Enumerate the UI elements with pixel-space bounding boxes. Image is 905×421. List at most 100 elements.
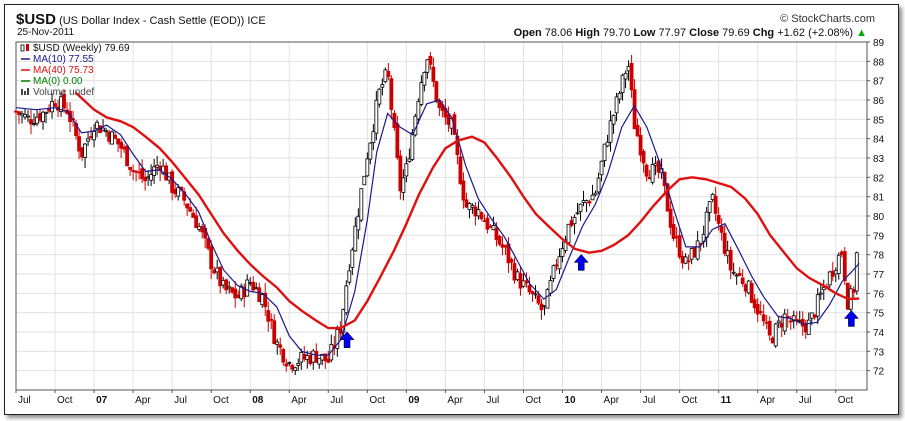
candle-body <box>236 294 241 298</box>
candle-body <box>209 246 214 270</box>
candle-body <box>119 141 123 149</box>
candle-body <box>761 314 766 322</box>
x-tick-label: Oct <box>57 395 73 406</box>
candle-body <box>818 292 823 295</box>
candle-body <box>815 294 820 317</box>
candle-body <box>473 206 478 217</box>
candle-body <box>545 289 550 309</box>
candle-body <box>806 319 811 335</box>
candle-body <box>194 215 199 229</box>
candle-body <box>104 130 108 133</box>
candle-body <box>740 277 745 285</box>
candle-body <box>533 293 538 296</box>
candle-body <box>365 158 370 177</box>
candle-body <box>635 125 640 137</box>
candle-body <box>383 69 388 82</box>
candle-body <box>188 207 193 212</box>
candle-body <box>749 283 754 303</box>
x-tick-label: Apr <box>291 395 307 406</box>
volume-bars-icon <box>24 91 26 95</box>
chart-grid <box>15 41 867 390</box>
candle-body <box>851 288 856 293</box>
candle-body <box>629 63 634 91</box>
candle-body <box>536 295 541 304</box>
candle-body <box>149 174 154 181</box>
candle-body <box>113 134 117 139</box>
candle-body <box>311 350 316 363</box>
candle-body <box>266 310 271 322</box>
candle-body <box>230 287 235 293</box>
candle-body <box>224 279 229 291</box>
moving-average-lines <box>15 91 860 356</box>
candle-body <box>773 323 778 347</box>
legend-entry: MA(0) 0.00 <box>33 76 83 87</box>
y-tick-label: 77 <box>873 270 885 281</box>
candle-body <box>74 123 78 137</box>
x-tick-label: Jul <box>643 395 656 406</box>
candle-body <box>218 267 223 287</box>
candle-body <box>590 194 595 201</box>
candle-body <box>650 164 655 183</box>
candle-body <box>680 255 685 264</box>
candle-body <box>137 171 142 174</box>
candle-body <box>800 319 805 327</box>
y-tick-label: 85 <box>873 115 885 126</box>
candle-body <box>14 110 18 113</box>
candle-body <box>821 287 826 291</box>
candle-body <box>788 320 793 323</box>
candle-body <box>191 212 196 218</box>
candle-body <box>509 259 514 263</box>
candle-body <box>575 212 580 215</box>
y-tick-label: 82 <box>873 173 885 184</box>
y-tick-label: 78 <box>873 251 885 262</box>
x-tick-label: Jul <box>486 395 499 406</box>
x-axis: Jul Oct 07 Apr Jul Oct 08 Apr Jul Oct 09 Apr Jul Oct 1… <box>15 390 854 406</box>
candle-body <box>170 171 175 193</box>
candle-body <box>377 88 382 105</box>
x-tick-label: Oct <box>682 395 698 406</box>
y-tick-label: 76 <box>873 289 885 300</box>
candle-body <box>563 239 568 251</box>
candle-body <box>770 337 775 344</box>
candle-body <box>716 215 721 224</box>
x-tick-label: Jul <box>174 395 187 406</box>
candle-body <box>476 209 481 217</box>
candle-body <box>572 216 577 225</box>
candle-body <box>494 228 499 241</box>
candle-body <box>422 71 427 86</box>
candle-body <box>731 271 736 274</box>
candle-body <box>614 96 619 114</box>
candle-body <box>542 305 547 308</box>
candle-body <box>653 163 658 166</box>
candle-body <box>596 177 601 193</box>
candle-body <box>833 270 838 275</box>
up-arrow-icon <box>573 254 589 271</box>
x-tick-label: 07 <box>96 395 108 406</box>
ohlc-summary: Open 78.06 High 79.70 Low 77.97 Close 79… <box>513 27 867 39</box>
x-tick-label: Apr <box>447 395 463 406</box>
candle-body <box>719 226 724 233</box>
candle-body <box>17 111 21 115</box>
candle-body <box>491 225 496 231</box>
candle-body <box>746 280 751 294</box>
candle-body <box>485 217 490 230</box>
candle-body <box>134 170 139 173</box>
candle-body <box>446 113 451 125</box>
candlestick-icon <box>26 44 29 51</box>
candle-body <box>374 99 379 134</box>
candle-body <box>296 363 301 366</box>
candle-body <box>764 321 769 324</box>
candle-body <box>23 114 27 118</box>
y-tick-label: 79 <box>873 231 885 242</box>
candle-body <box>221 279 226 286</box>
candle-body <box>713 195 718 214</box>
candle-body <box>458 156 463 184</box>
candle-body <box>299 352 304 363</box>
candle-body <box>251 281 256 291</box>
candle-body <box>722 232 727 254</box>
candle-body <box>839 251 844 255</box>
candle-body <box>284 363 289 367</box>
candle-body <box>356 215 361 231</box>
candle-body <box>617 93 622 100</box>
candle-body <box>206 238 211 249</box>
